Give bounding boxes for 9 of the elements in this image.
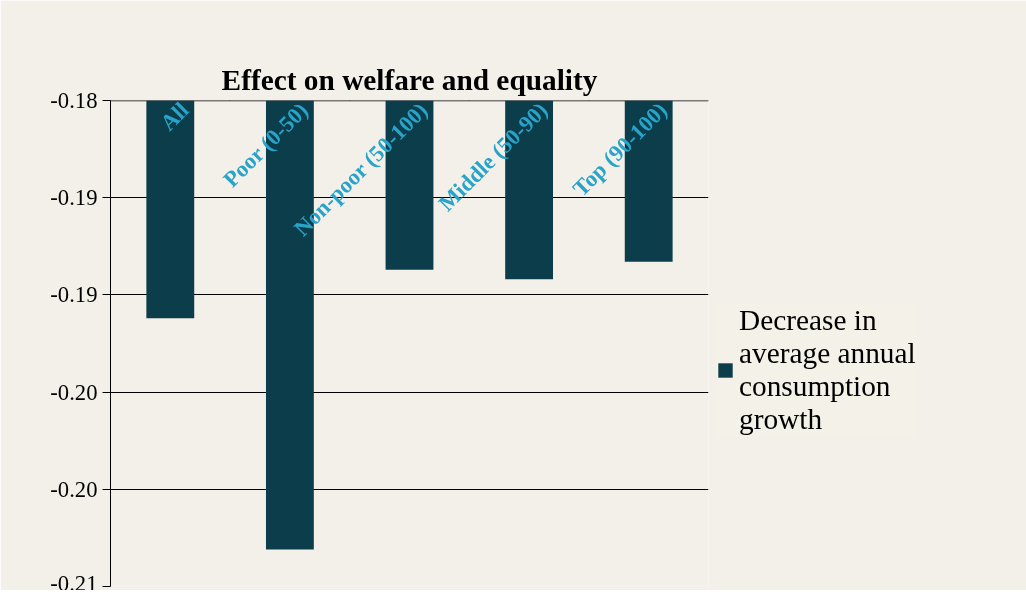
y-tick-label: -0.18 xyxy=(50,88,98,113)
y-tick-label: -0.19 xyxy=(50,185,98,211)
y-tick-label: -0.21 xyxy=(50,570,98,592)
legend-label: Decrease in average annual consumption growth xyxy=(739,304,916,436)
y-tick-label: -0.20 xyxy=(50,379,98,405)
x-tick-label: All xyxy=(155,97,194,136)
y-tick-label: -0.20 xyxy=(50,476,98,502)
chart-title: Effect on welfare and equality xyxy=(221,63,598,96)
y-tick-label: -0.19 xyxy=(50,282,98,308)
